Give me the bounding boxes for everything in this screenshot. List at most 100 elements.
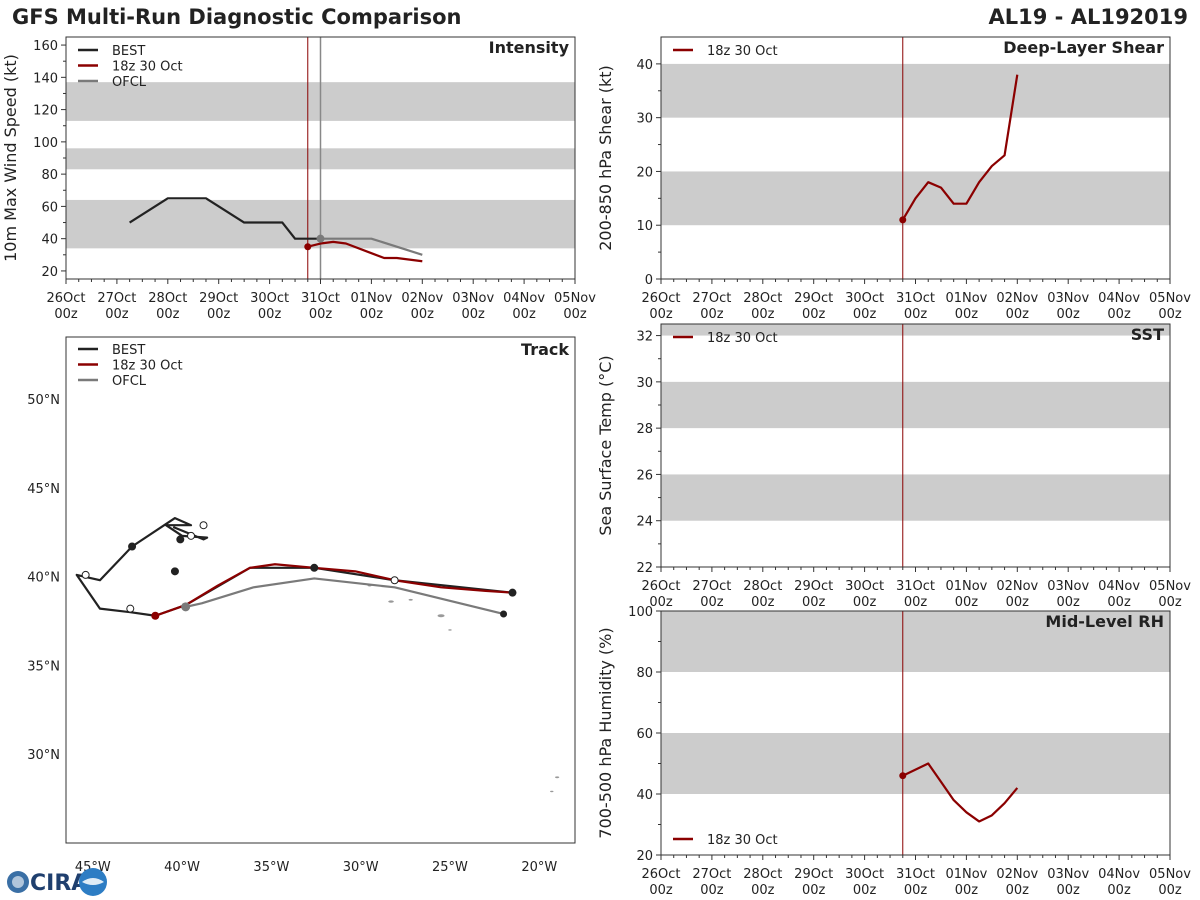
intensity-xtick-day: 03Nov	[452, 291, 494, 306]
rh-xtick-day: 05Nov	[1149, 867, 1191, 882]
shear-xtick-day: 31Oct	[896, 291, 935, 306]
cira-logo: CIRA	[7, 868, 107, 896]
track-series-ofcl	[185, 577, 504, 616]
shear-ytick-label: 40	[636, 58, 653, 73]
rh-xtick-day: 01Nov	[945, 867, 987, 882]
sst-xtick-day: 27Oct	[692, 579, 731, 594]
sst-xtick-hour: 00z	[853, 595, 877, 610]
intensity-legend-label: BEST	[112, 44, 145, 59]
track-ytick-label: 35°N	[27, 659, 60, 674]
intensity-ytick-label: 80	[41, 168, 58, 183]
track-best-point	[187, 531, 196, 540]
sst-xtick-day: 03Nov	[1047, 579, 1089, 594]
rh-xtick-hour: 00z	[955, 883, 979, 898]
rh-xtick-hour: 00z	[1006, 883, 1030, 898]
shear-run-start-point	[899, 216, 907, 224]
rh-xtick-day: 26Oct	[641, 867, 680, 882]
rh-xtick-day: 29Oct	[794, 867, 833, 882]
track-xtick-label: 40°W	[164, 860, 200, 875]
intensity-ytick-label: 60	[41, 200, 58, 215]
sst-ytick-label: 32	[636, 330, 653, 345]
rh-xtick-hour: 00z	[1107, 883, 1131, 898]
intensity-xtick-hour: 00z	[563, 307, 587, 322]
sst-band-1	[661, 381, 1170, 429]
rh-xtick-hour: 00z	[853, 883, 877, 898]
shear-xtick-day: 26Oct	[641, 291, 680, 306]
intensity-xtick-day: 26Oct	[46, 291, 85, 306]
intensity-xtick-day: 05Nov	[554, 291, 596, 306]
sst-xtick-hour: 00z	[1006, 595, 1030, 610]
shear-xtick-day: 01Nov	[945, 291, 987, 306]
shear-xtick-hour: 00z	[853, 307, 877, 322]
track-frame	[65, 336, 576, 844]
rh-xtick-hour: 00z	[751, 883, 775, 898]
shear-title: Deep-Layer Shear	[1003, 38, 1164, 57]
rh-xtick-hour: 00z	[1158, 883, 1182, 898]
sst-ytick-label: 24	[636, 515, 653, 530]
sst-xtick-hour: 00z	[700, 595, 724, 610]
track-series-run	[154, 563, 513, 617]
track-best-point	[128, 542, 137, 551]
sst-xtick-day: 29Oct	[794, 579, 833, 594]
track-run-end-point	[508, 589, 516, 597]
intensity-xtick-hour: 00z	[105, 307, 129, 322]
track-best-point	[310, 563, 319, 572]
track-xtick-label: 30°W	[343, 860, 379, 875]
sst-xtick-hour: 00z	[904, 595, 928, 610]
intensity-xtick-hour: 00z	[309, 307, 333, 322]
intensity-series-best	[129, 197, 321, 240]
rh-run-start-point	[899, 772, 907, 780]
shear-xtick-hour: 00z	[751, 307, 775, 322]
track-best-point	[176, 535, 185, 544]
intensity-xtick-hour: 00z	[207, 307, 231, 322]
intensity-xtick-hour: 00z	[54, 307, 78, 322]
shear-xtick-day: 27Oct	[692, 291, 731, 306]
sst-xtick-day: 02Nov	[996, 579, 1038, 594]
shear-legend-label: 18z 30 Oct	[707, 44, 778, 59]
intensity-series-run	[307, 240, 423, 263]
intensity-xtick-hour: 00z	[156, 307, 180, 322]
track-title: Track	[521, 340, 569, 359]
rh-legend-label: 18z 30 Oct	[707, 833, 778, 848]
sst-xtick-day: 31Oct	[896, 579, 935, 594]
intensity-ytick-label: 140	[33, 71, 58, 86]
rh-ytick-label: 40	[636, 788, 653, 803]
rh-series-run	[902, 762, 1019, 823]
shear-ylabel: 200-850 hPa Shear (kt)	[596, 65, 615, 251]
intensity-xtick-day: 29Oct	[199, 291, 238, 306]
track-legend-label: BEST	[112, 343, 145, 358]
shear-xtick-hour: 00z	[955, 307, 979, 322]
shear-xtick-day: 03Nov	[1047, 291, 1089, 306]
intensity-legend-label: 18z 30 Oct	[112, 60, 183, 75]
shear-xtick-day: 02Nov	[996, 291, 1038, 306]
intensity-ytick-label: 20	[41, 265, 58, 280]
shear-xtick-day: 29Oct	[794, 291, 833, 306]
page-title: GFS Multi-Run Diagnostic Comparison	[12, 5, 462, 29]
rh-xtick-day: 28Oct	[743, 867, 782, 882]
track-legend-label: OFCL	[112, 374, 147, 389]
shear-ytick-label: 20	[636, 165, 653, 180]
shear-panel: 01020304026Oct00z27Oct00z28Oct00z29Oct00…	[596, 36, 1191, 322]
intensity-xtick-day: 01Nov	[350, 291, 392, 306]
intensity-ofcl-start-point	[316, 234, 325, 243]
rh-xtick-day: 30Oct	[845, 867, 884, 882]
intensity-ytick-label: 120	[33, 104, 58, 119]
sst-xtick-hour: 00z	[751, 595, 775, 610]
shear-xtick-hour: 00z	[1006, 307, 1030, 322]
intensity-legend-label: OFCL	[112, 75, 147, 90]
rh-xtick-day: 02Nov	[996, 867, 1038, 882]
track-xtick-label: 25°W	[432, 860, 468, 875]
track-best-point	[199, 521, 208, 530]
rh-ytick-label: 60	[636, 727, 653, 742]
track-xtick-label: 35°W	[253, 860, 289, 875]
track-legend-label: 18z 30 Oct	[112, 359, 183, 374]
rh-xtick-day: 31Oct	[896, 867, 935, 882]
shear-xtick-day: 05Nov	[1149, 291, 1191, 306]
shear-xtick-hour: 00z	[700, 307, 724, 322]
track-run-start-point	[151, 611, 160, 620]
rh-xtick-hour: 00z	[802, 883, 826, 898]
sst-ytick-label: 22	[636, 561, 653, 576]
rh-xtick-day: 27Oct	[692, 867, 731, 882]
shear-ytick-label: 30	[636, 112, 653, 127]
sst-xtick-hour: 00z	[955, 595, 979, 610]
